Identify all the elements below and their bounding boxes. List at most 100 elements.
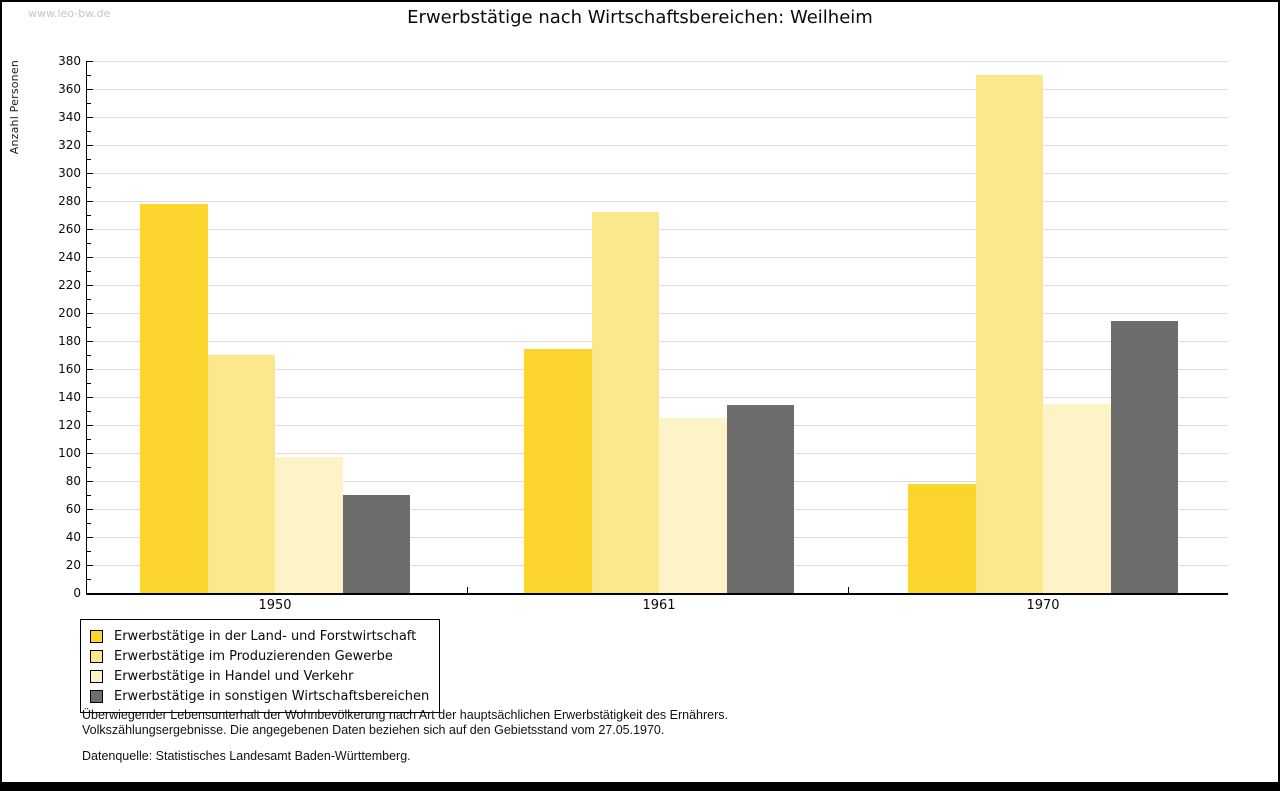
y-axis-tick	[87, 131, 91, 132]
y-tick-label: 320	[58, 138, 81, 152]
x-axis-tick	[848, 587, 849, 593]
y-axis-tick	[87, 551, 91, 552]
y-tick-label: 20	[65, 558, 81, 572]
legend-item: Erwerbstätige im Produzierenden Gewerbe	[90, 646, 429, 666]
plot-area: 0 20 40 60 80 100 120 140 160 180 200 220 240 260 280 3…	[58, 55, 1228, 613]
y-axis-tick	[87, 75, 91, 76]
y-tick-label: 100	[58, 446, 81, 460]
gridline	[87, 201, 1228, 202]
y-axis-tick	[87, 495, 91, 496]
y-axis-tick	[87, 397, 93, 398]
y-axis-tick	[87, 285, 93, 286]
legend-label: Erwerbstätige in sonstigen Wirtschaftsbe…	[114, 688, 430, 704]
y-axis-tick	[87, 509, 93, 510]
y-axis-tick	[87, 215, 91, 216]
y-axis-tick	[87, 257, 93, 258]
y-tick-label: 0	[73, 586, 81, 600]
legend-label: Erwerbstätige in Handel und Verkehr	[114, 668, 354, 684]
y-axis-tick	[87, 565, 93, 566]
y-axis-tick	[87, 411, 91, 412]
y-axis-tick	[87, 579, 91, 580]
y-axis-tick	[87, 103, 91, 104]
x-category-label: 1970	[1026, 598, 1060, 613]
x-category-label: 1950	[258, 598, 292, 613]
y-tick-label: 80	[65, 474, 81, 488]
y-tick-label: 200	[58, 306, 81, 320]
y-axis-tick	[87, 187, 91, 188]
y-axis-tick	[87, 173, 93, 174]
y-axis-tick	[87, 537, 93, 538]
bar-1970-series-3	[1043, 404, 1111, 593]
y-axis-tick	[87, 61, 93, 62]
footnote-line: Überwiegender Lebensunterhalt der Wohnbe…	[82, 708, 728, 722]
legend-label: Erwerbstätige im Produzierenden Gewerbe	[114, 648, 393, 664]
y-axis-tick	[87, 159, 91, 160]
y-axis-tick	[87, 453, 93, 454]
y-axis-tick	[87, 117, 93, 118]
legend-swatch-land-forstwirtschaft-icon	[90, 629, 103, 643]
gridline	[87, 61, 1228, 62]
y-tick-label: 180	[58, 334, 81, 348]
y-axis-tick	[87, 523, 91, 524]
y-axis-tick	[87, 369, 93, 370]
y-axis-tick	[87, 313, 93, 314]
y-tick-label: 380	[58, 54, 81, 68]
bar-1961-series-4	[726, 405, 794, 593]
watermark-url: www.leo-bw.de	[28, 7, 111, 20]
gridline	[87, 89, 1228, 90]
legend-item: Erwerbstätige in Handel und Verkehr	[90, 666, 429, 686]
legend-item: Erwerbstätige in sonstigen Wirtschaftsbe…	[90, 686, 429, 706]
footnotes: Überwiegender Lebensunterhalt der Wohnbe…	[82, 708, 728, 764]
y-tick-label: 300	[58, 166, 81, 180]
y-axis-tick	[87, 439, 91, 440]
y-axis-tick	[87, 327, 91, 328]
bar-1961-series-2	[591, 212, 659, 593]
chart-title: Erwerbstätige nach Wirtschaftsbereichen:…	[407, 7, 873, 28]
y-axis-tick	[87, 89, 93, 90]
y-axis-tick	[87, 467, 91, 468]
legend-swatch-handel-verkehr-icon	[90, 669, 103, 683]
y-axis-title: Anzahl Personen	[8, 60, 21, 155]
y-tick-label: 360	[58, 82, 81, 96]
y-axis-tick	[87, 243, 91, 244]
bar-1961-series-1	[524, 349, 592, 593]
gridline	[87, 145, 1228, 146]
bar-1970-series-1	[908, 483, 976, 593]
y-axis-tick	[87, 145, 93, 146]
legend-swatch-sonstige-wirtschaftsbereiche-icon	[90, 689, 103, 703]
y-axis-tick	[87, 383, 91, 384]
legend-swatch-produzierendes-gewerbe-icon	[90, 649, 103, 663]
footnote-source: Datenquelle: Statistisches Landesamt Bad…	[82, 749, 411, 763]
bar-1950-series-3	[275, 457, 343, 593]
y-tick-label: 40	[65, 530, 81, 544]
x-axis-tick	[467, 587, 468, 593]
bar-1950-series-4	[342, 495, 410, 593]
y-axis-tick	[87, 299, 91, 300]
legend: Erwerbstätige in der Land- und Forstwirt…	[80, 619, 441, 713]
gridline	[87, 117, 1228, 118]
y-tick-label: 280	[58, 194, 81, 208]
y-tick-label: 340	[58, 110, 81, 124]
y-tick-label: 260	[58, 222, 81, 236]
y-tick-label: 140	[58, 390, 81, 404]
y-tick-label: 60	[65, 502, 81, 516]
y-axis-tick	[87, 481, 93, 482]
y-axis-tick	[87, 355, 91, 356]
bar-1961-series-3	[659, 418, 727, 593]
y-axis-tick	[87, 425, 93, 426]
y-tick-label: 160	[58, 362, 81, 376]
y-axis-tick	[87, 271, 91, 272]
bar-1950-series-2	[207, 355, 275, 593]
y-tick-label: 120	[58, 418, 81, 432]
legend-item: Erwerbstätige in der Land- und Forstwirt…	[90, 626, 429, 646]
bar-1950-series-1	[140, 203, 208, 593]
y-axis-tick	[87, 229, 93, 230]
y-axis-tick	[87, 201, 93, 202]
y-tick-label: 220	[58, 278, 81, 292]
legend-label: Erwerbstätige in der Land- und Forstwirt…	[114, 628, 417, 644]
y-tick-label: 240	[58, 250, 81, 264]
bar-1970-series-4	[1110, 321, 1178, 593]
footnote-line: Volkszählungsergebnisse. Die angegebenen…	[82, 722, 665, 737]
gridline	[87, 173, 1228, 174]
